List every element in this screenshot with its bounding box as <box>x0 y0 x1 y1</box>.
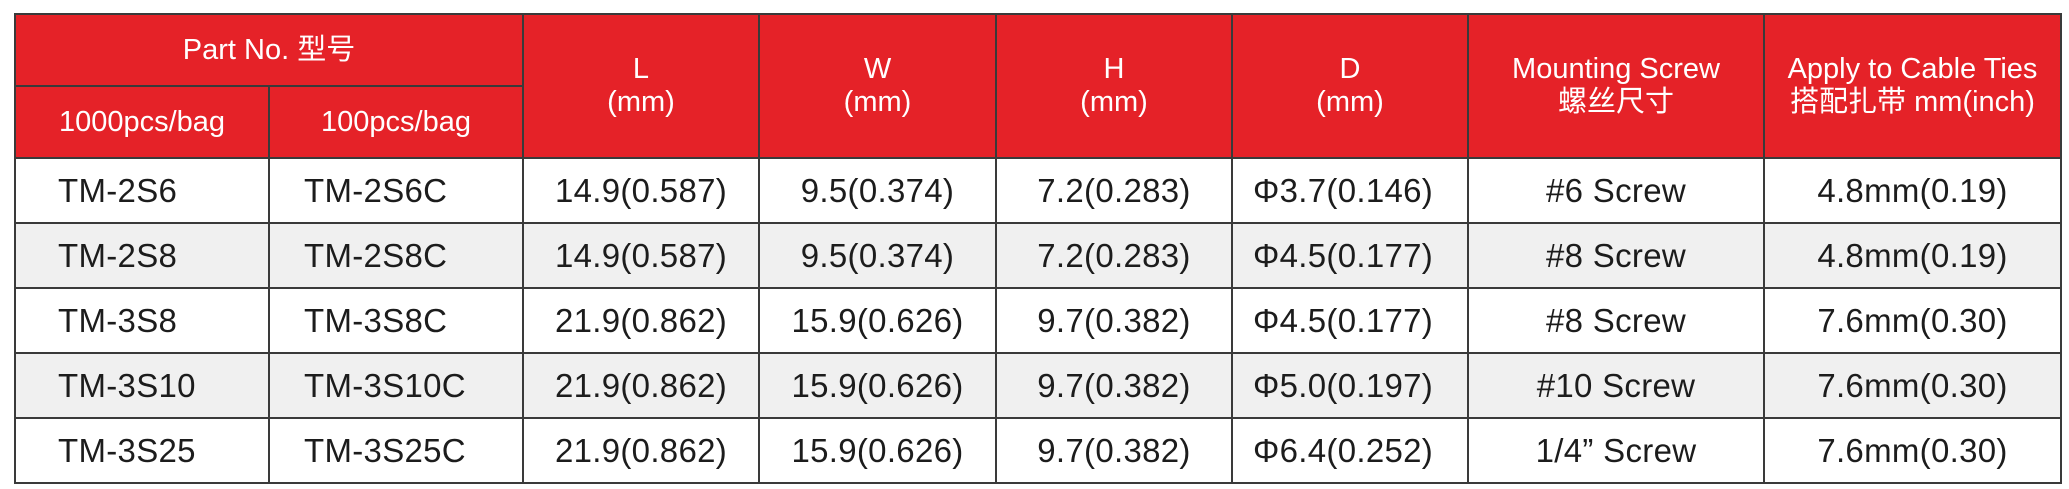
part-no-header: Part No. 型号 <box>14 13 524 87</box>
part-no-100-cell: TM-3S25C <box>268 417 524 484</box>
width-cell: 9.5(0.374) <box>758 157 997 224</box>
apply-cable-ties-header-name: Apply to Cable Ties <box>1787 53 2038 85</box>
diameter-cell: Φ6.4(0.252) <box>1231 417 1469 484</box>
w-header: W (mm) <box>758 13 997 159</box>
d-header: D (mm) <box>1231 13 1469 159</box>
mounting-screw-header: Mounting Screw 螺丝尺寸 <box>1467 13 1765 159</box>
diameter-cell: Φ5.0(0.197) <box>1231 352 1469 419</box>
width-cell: 15.9(0.626) <box>758 352 997 419</box>
pack-1000-header: 1000pcs/bag <box>14 85 270 159</box>
cable-tie-cell: 7.6mm(0.30) <box>1763 417 2062 484</box>
apply-cable-ties-header-sub: 搭配扎带 mm(inch) <box>1790 86 2035 118</box>
d-header-unit: (mm) <box>1316 86 1384 118</box>
part-no-100-cell: TM-3S8C <box>268 287 524 354</box>
header-row-bottom: 1000pcs/bag 100pcs/bag <box>14 85 2061 159</box>
mounting-screw-cell: #8 Screw <box>1467 222 1765 289</box>
cable-tie-cell: 7.6mm(0.30) <box>1763 352 2062 419</box>
l-header-unit: (mm) <box>607 86 675 118</box>
height-cell: 7.2(0.283) <box>995 157 1233 224</box>
part-no-100-cell: TM-2S6C <box>268 157 524 224</box>
table-body: TM-2S6 TM-2S6C 14.9(0.587) 9.5(0.374) 7.2(0.… <box>14 157 2062 484</box>
part-no-1000-cell: TM-3S8 <box>14 287 270 354</box>
part-no-1000-cell: TM-3S25 <box>14 417 270 484</box>
length-cell: 14.9(0.587) <box>522 157 760 224</box>
mounting-screw-cell: #8 Screw <box>1467 287 1765 354</box>
h-header-name: H <box>1103 53 1125 85</box>
table-header: Part No. 型号 L (mm) W (mm) H (mm) D (mm) … <box>14 13 2062 159</box>
width-cell: 15.9(0.626) <box>758 287 997 354</box>
table-row: TM-3S25 TM-3S25C 21.9(0.862) 15.9(0.626) 9.7… <box>14 417 2062 484</box>
cable-tie-cell: 4.8mm(0.19) <box>1763 157 2062 224</box>
w-header-name: W <box>863 53 892 85</box>
table-row: TM-3S10 TM-3S10C 21.9(0.862) 15.9(0.626) 9.7… <box>14 352 2062 419</box>
height-cell: 7.2(0.283) <box>995 222 1233 289</box>
w-header-unit: (mm) <box>843 86 912 118</box>
spec-table: Part No. 型号 L (mm) W (mm) H (mm) D (mm) … <box>14 13 2062 484</box>
part-no-1000-cell: TM-2S8 <box>14 222 270 289</box>
cable-tie-cell: 7.6mm(0.30) <box>1763 287 2062 354</box>
part-no-100-cell: TM-2S8C <box>268 222 524 289</box>
width-cell: 15.9(0.626) <box>758 417 997 484</box>
apply-cable-ties-header: Apply to Cable Ties 搭配扎带 mm(inch) <box>1763 13 2062 159</box>
length-cell: 21.9(0.862) <box>522 417 760 484</box>
pack-100-header: 100pcs/bag <box>268 85 524 159</box>
table-row: TM-2S6 TM-2S6C 14.9(0.587) 9.5(0.374) 7.2(0.… <box>14 157 2062 224</box>
height-cell: 9.7(0.382) <box>995 287 1233 354</box>
l-header-name: L <box>632 53 650 85</box>
table-row: TM-3S8 TM-3S8C 21.9(0.862) 15.9(0.626) 9.7(0… <box>14 287 2062 354</box>
length-cell: 21.9(0.862) <box>522 352 760 419</box>
mounting-screw-header-name: Mounting Screw <box>1512 53 1720 85</box>
part-no-1000-cell: TM-3S10 <box>14 352 270 419</box>
length-cell: 21.9(0.862) <box>522 287 760 354</box>
part-no-1000-cell: TM-2S6 <box>14 157 270 224</box>
l-header: L (mm) <box>522 13 760 159</box>
height-cell: 9.7(0.382) <box>995 417 1233 484</box>
diameter-cell: Φ4.5(0.177) <box>1231 287 1469 354</box>
mounting-screw-cell: 1/4” Screw <box>1467 417 1765 484</box>
cable-tie-cell: 4.8mm(0.19) <box>1763 222 2062 289</box>
length-cell: 14.9(0.587) <box>522 222 760 289</box>
width-cell: 9.5(0.374) <box>758 222 997 289</box>
part-no-100-cell: TM-3S10C <box>268 352 524 419</box>
height-cell: 9.7(0.382) <box>995 352 1233 419</box>
mounting-screw-cell: #10 Screw <box>1467 352 1765 419</box>
mounting-screw-cell: #6 Screw <box>1467 157 1765 224</box>
h-header: H (mm) <box>995 13 1233 159</box>
diameter-cell: Φ4.5(0.177) <box>1231 222 1469 289</box>
d-header-name: D <box>1339 53 1361 85</box>
diameter-cell: Φ3.7(0.146) <box>1231 157 1469 224</box>
table-row: TM-2S8 TM-2S8C 14.9(0.587) 9.5(0.374) 7.2(0.… <box>14 222 2062 289</box>
header-row-top: Part No. 型号 L (mm) W (mm) H (mm) D (mm) … <box>14 13 2062 159</box>
h-header-unit: (mm) <box>1080 86 1148 118</box>
mounting-screw-header-sub: 螺丝尺寸 <box>1557 86 1674 118</box>
